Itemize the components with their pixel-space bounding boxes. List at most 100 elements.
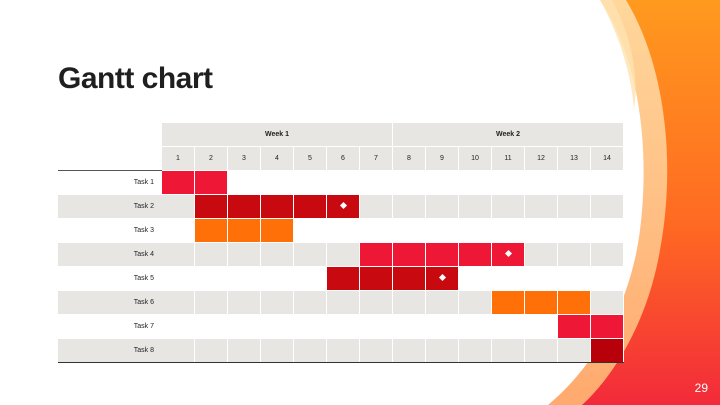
task-bar-cell bbox=[260, 218, 294, 243]
empty-cell bbox=[293, 314, 327, 339]
empty-cell bbox=[260, 338, 294, 363]
empty-cell bbox=[227, 170, 261, 195]
empty-cell bbox=[326, 314, 360, 339]
task-row: Task 5 bbox=[58, 266, 624, 291]
empty-cell bbox=[227, 242, 261, 267]
empty-cell bbox=[293, 218, 327, 243]
empty-cell bbox=[458, 218, 492, 243]
empty-cell bbox=[524, 242, 558, 267]
empty-cell bbox=[590, 170, 624, 195]
empty-cell bbox=[491, 170, 525, 195]
empty-cell bbox=[359, 338, 393, 363]
empty-cell bbox=[590, 218, 624, 243]
task-label: Task 7 bbox=[58, 314, 162, 339]
empty-cell bbox=[590, 194, 624, 219]
task-row: Task 2 bbox=[58, 194, 624, 219]
day-number: 1 bbox=[162, 146, 195, 171]
task-bar-cell bbox=[194, 194, 228, 219]
day-number: 12 bbox=[524, 146, 558, 171]
task-label: Task 1 bbox=[58, 170, 162, 195]
day-number: 9 bbox=[425, 146, 459, 171]
task-bar-cell bbox=[293, 194, 327, 219]
empty-cell bbox=[194, 314, 228, 339]
day-number: 3 bbox=[227, 146, 261, 171]
task-bar-cell bbox=[557, 314, 591, 339]
empty-cell bbox=[458, 338, 492, 363]
task-bar-cell bbox=[227, 194, 261, 219]
empty-cell bbox=[326, 170, 360, 195]
empty-cell bbox=[359, 194, 393, 219]
empty-cell bbox=[260, 266, 294, 291]
empty-cell bbox=[425, 170, 459, 195]
empty-cell bbox=[557, 338, 591, 363]
milestone-icon bbox=[339, 201, 347, 210]
task-label: Task 5 bbox=[58, 266, 162, 291]
empty-cell bbox=[194, 266, 228, 291]
empty-cell bbox=[557, 242, 591, 267]
task-bar-cell bbox=[227, 218, 261, 243]
empty-cell bbox=[194, 338, 228, 363]
empty-cell bbox=[392, 338, 426, 363]
empty-cell bbox=[293, 290, 327, 315]
week-header: Week 1 bbox=[162, 123, 393, 147]
empty-cell bbox=[293, 338, 327, 363]
empty-cell bbox=[590, 266, 624, 291]
task-bar-cell bbox=[326, 266, 360, 291]
task-label: Task 3 bbox=[58, 218, 162, 243]
task-bar-cell bbox=[557, 290, 591, 315]
empty-cell bbox=[260, 242, 294, 267]
task-row: Task 6 bbox=[58, 290, 624, 315]
day-number: 7 bbox=[359, 146, 393, 171]
empty-cell bbox=[326, 338, 360, 363]
empty-cell bbox=[392, 194, 426, 219]
empty-cell bbox=[359, 170, 393, 195]
empty-cell bbox=[557, 266, 591, 291]
task-bar-cell bbox=[458, 242, 492, 267]
empty-cell bbox=[425, 338, 459, 363]
empty-cell bbox=[425, 218, 459, 243]
empty-cell bbox=[491, 266, 525, 291]
empty-cell bbox=[392, 170, 426, 195]
empty-cell bbox=[260, 290, 294, 315]
empty-cell bbox=[227, 314, 261, 339]
empty-cell bbox=[326, 290, 360, 315]
task-bar-cell bbox=[491, 242, 525, 267]
task-row: Task 7 bbox=[58, 314, 624, 339]
empty-cell bbox=[557, 218, 591, 243]
task-bar-cell bbox=[425, 266, 459, 291]
empty-cell bbox=[359, 218, 393, 243]
task-bar-cell bbox=[326, 194, 360, 219]
milestone-icon bbox=[504, 249, 512, 258]
empty-cell bbox=[260, 170, 294, 195]
empty-cell bbox=[491, 314, 525, 339]
day-number: 14 bbox=[590, 146, 624, 171]
empty-cell bbox=[162, 218, 195, 243]
empty-cell bbox=[491, 338, 525, 363]
empty-cell bbox=[293, 242, 327, 267]
task-label: Task 8 bbox=[58, 338, 162, 363]
empty-cell bbox=[458, 290, 492, 315]
empty-cell bbox=[194, 290, 228, 315]
task-label: Task 6 bbox=[58, 290, 162, 315]
day-number: 11 bbox=[491, 146, 525, 171]
empty-cell bbox=[260, 314, 294, 339]
empty-cell bbox=[590, 242, 624, 267]
empty-cell bbox=[162, 194, 195, 219]
task-row: Task 1 bbox=[58, 170, 624, 195]
task-bar-cell bbox=[590, 338, 624, 363]
empty-cell bbox=[162, 290, 195, 315]
task-bar-cell bbox=[524, 290, 558, 315]
empty-cell bbox=[491, 194, 525, 219]
empty-cell bbox=[458, 314, 492, 339]
empty-cell bbox=[162, 242, 195, 267]
empty-cell bbox=[425, 194, 459, 219]
task-bar-cell bbox=[590, 314, 624, 339]
day-number: 8 bbox=[392, 146, 426, 171]
task-label: Task 4 bbox=[58, 242, 162, 267]
empty-cell bbox=[425, 290, 459, 315]
empty-cell bbox=[590, 290, 624, 315]
day-number: 10 bbox=[458, 146, 492, 171]
day-number: 4 bbox=[260, 146, 294, 171]
task-row: Task 3 bbox=[58, 218, 624, 243]
